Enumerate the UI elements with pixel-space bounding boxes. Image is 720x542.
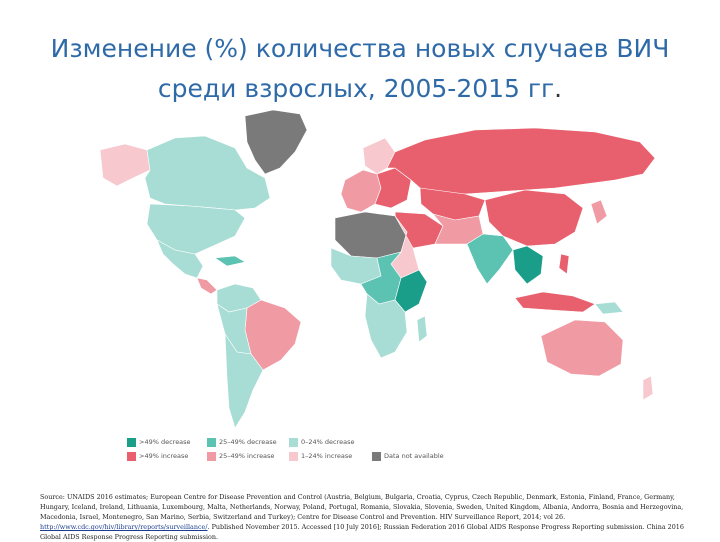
region-madagascar	[416, 315, 428, 343]
region-north-africa	[334, 211, 408, 259]
region-china	[484, 189, 584, 247]
legend-swatch	[207, 438, 216, 447]
legend-item: Data not available	[372, 452, 444, 464]
region-usa	[146, 203, 246, 255]
legend-label: >49% decrease	[139, 438, 191, 446]
region-australia	[540, 319, 624, 377]
region-russia	[386, 127, 656, 195]
legend-label: 0–24% decrease	[301, 438, 355, 446]
legend-swatch	[372, 452, 381, 461]
legend-item: 25–49% decrease	[207, 438, 277, 450]
world-map	[99, 109, 656, 429]
region-new-zealand	[642, 375, 654, 401]
legend-swatch	[289, 452, 298, 461]
region-philippines	[558, 253, 570, 275]
legend-label: >49% increase	[139, 452, 189, 460]
title-line-2: среди взрослых, 2005-2015 гг.	[20, 69, 700, 109]
legend-item: 0–24% decrease	[289, 438, 355, 450]
region-greenland	[244, 109, 308, 175]
legend-label: 25–49% increase	[219, 452, 275, 460]
source-note: Source: UNAIDS 2016 estimates; European …	[40, 492, 695, 542]
region-southeast-asia	[512, 245, 544, 285]
region-india	[466, 233, 514, 285]
region-caribbean	[214, 255, 246, 267]
legend-item: >49% increase	[127, 452, 188, 464]
region-canada	[144, 135, 271, 211]
title-line-1: Изменение (%) количества новых случаев В…	[50, 33, 670, 63]
source-link[interactable]: http://www.cdc.gov/hiv/library/reports/s…	[40, 523, 208, 531]
title-line-2-text: среди взрослых, 2005-2015 гг	[157, 73, 555, 103]
region-argentina-chile	[224, 332, 264, 429]
region-indonesia	[514, 291, 596, 313]
source-text: Source: UNAIDS 2016 estimates; European …	[40, 493, 684, 521]
region-southern-africa	[364, 293, 408, 359]
legend-swatch	[289, 438, 298, 447]
title-dot: .	[554, 73, 563, 103]
region-central-america	[196, 277, 218, 295]
slide-title: Изменение (%) количества новых случаев В…	[20, 29, 700, 109]
region-papua	[594, 301, 624, 315]
legend-item: >49% decrease	[127, 438, 191, 450]
legend-item: 25–49% increase	[207, 452, 274, 464]
legend-swatch	[207, 452, 216, 461]
legend-swatch	[127, 452, 136, 461]
legend-item: 1–24% increase	[289, 452, 352, 464]
region-western-europe	[340, 169, 382, 213]
source-text-continued: . Published November 2015. Accessed [10 …	[40, 523, 684, 541]
legend-label: 1–24% increase	[301, 452, 353, 460]
region-scandinavia	[362, 137, 396, 175]
region-alaska	[99, 143, 151, 187]
map-legend: >49% decrease 25–49% decrease 0–24% decrea…	[127, 438, 447, 468]
legend-label: 25–49% decrease	[219, 438, 277, 446]
region-japan	[590, 199, 608, 225]
legend-swatch	[127, 438, 136, 447]
legend-label: Data not available	[384, 452, 444, 460]
